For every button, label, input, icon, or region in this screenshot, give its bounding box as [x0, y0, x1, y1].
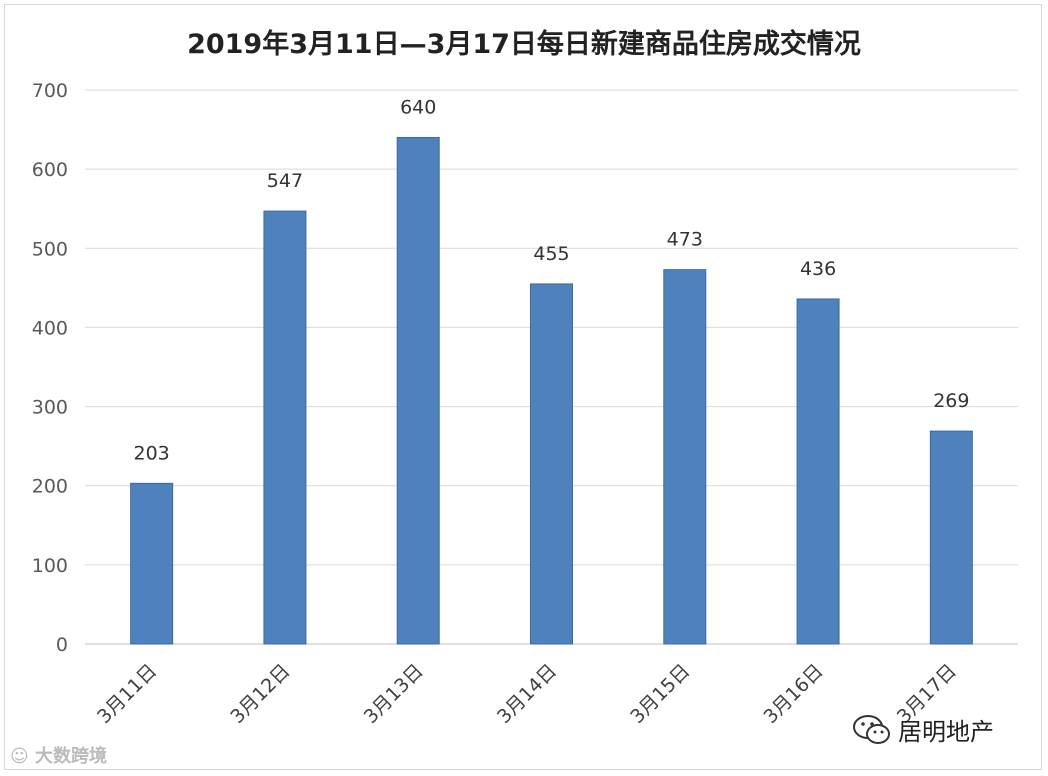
- bar: [663, 269, 707, 645]
- x-tick-label: 3月11日: [93, 660, 161, 728]
- watermark-left: ☺ 大数跨境: [10, 742, 107, 768]
- y-tick-label: 0: [56, 634, 68, 656]
- bar: [796, 298, 840, 645]
- data-label: 436: [800, 258, 836, 280]
- watermark-right: 居明地产: [852, 712, 994, 747]
- bar: [929, 430, 973, 645]
- x-tick-label: 3月15日: [626, 660, 694, 728]
- bar: [530, 283, 573, 645]
- data-label: 640: [400, 96, 436, 118]
- chart-title: 2019年3月11日—3月17日每日新建商品住房成交情况: [187, 29, 861, 60]
- chart-frame: [4, 4, 1042, 770]
- data-label: 547: [267, 170, 303, 192]
- x-tick-label: 3月14日: [493, 660, 561, 728]
- y-tick-label: 400: [32, 317, 68, 339]
- data-label: 455: [533, 243, 569, 265]
- y-tick-label: 600: [32, 159, 68, 181]
- bar: [130, 482, 174, 645]
- bar: [396, 136, 440, 645]
- y-tick-label: 200: [32, 476, 68, 498]
- wechat-icon: [853, 714, 890, 744]
- data-label: 269: [933, 390, 969, 412]
- data-label: 203: [134, 442, 170, 464]
- bar: [263, 210, 307, 645]
- y-tick-label: 100: [32, 555, 68, 577]
- y-tick-label: 500: [32, 238, 68, 260]
- y-axis-ticks: 0 100 200 300 400 500 600 700: [32, 80, 68, 656]
- data-label: 473: [667, 229, 703, 251]
- watermark-left-icon: ☺: [10, 746, 36, 767]
- y-tick-label: 700: [32, 80, 68, 102]
- bars: [130, 136, 973, 645]
- data-labels: 203 547 640 455 473 436 269: [134, 96, 970, 464]
- y-tick-label: 300: [32, 397, 68, 419]
- x-tick-label: 3月12日: [226, 660, 294, 728]
- x-axis-ticks: 3月11日 3月12日 3月13日 3月14日 3月15日 3月16日 3月17日: [93, 660, 961, 728]
- x-tick-label: 3月13日: [360, 660, 428, 728]
- x-tick-label: 3月16日: [760, 660, 828, 728]
- watermark-left-text: 大数跨境: [35, 746, 108, 767]
- watermark-right-text: 居明地产: [898, 718, 994, 746]
